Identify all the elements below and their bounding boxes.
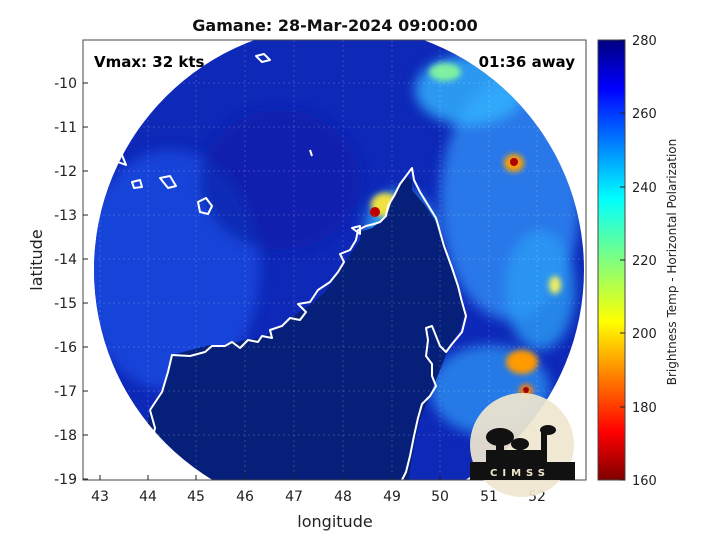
map-axes-frame: [82, 39, 587, 481]
colorbar-tick-label: 260: [632, 107, 657, 122]
x-axis-label: longitude: [297, 512, 372, 531]
y-tick-label: -16: [54, 340, 77, 356]
colorbar: 280 260 240 220 200 180 160 Brightness T…: [597, 34, 679, 489]
coastline-mozambique-africa: [149, 409, 163, 480]
colorbar-tick-label: 280: [632, 34, 657, 49]
swath-east-band: [505, 230, 575, 350]
y-axis-label: latitude: [27, 229, 46, 290]
y-tick-marks: [83, 82, 88, 480]
y-tick-label: -18: [54, 428, 77, 444]
map-title: Gamane: 28-Mar-2024 09:00:00: [192, 16, 477, 35]
y-tick-label: -12: [54, 164, 77, 180]
coastline-island-4: [197, 197, 213, 215]
y-axis: -10 -11 -12 -13 -14 -15 -16 -17 -18 -19 …: [27, 76, 88, 488]
coastline-island-3: [159, 175, 177, 189]
x-tick-label: 44: [139, 489, 157, 505]
land-madagascar-cold: [130, 175, 465, 480]
radiometer-swath: [94, 40, 584, 480]
cell-se-red: [523, 387, 529, 393]
coastline-island-2: [131, 179, 143, 189]
gridlines: [83, 40, 586, 480]
cell-east-yellow: [549, 276, 561, 294]
colorbar-tick-marks: [620, 39, 625, 481]
cell-ne-cyan: [429, 63, 461, 81]
coastline-madagascar-north: [149, 167, 467, 480]
x-tick-label: 49: [383, 489, 401, 505]
y-tick-label: -13: [54, 208, 77, 224]
vmax-annotation: Vmax: 32 kts: [94, 53, 204, 71]
coastline-island-5: [255, 53, 271, 63]
x-tick-label: 45: [187, 489, 205, 505]
coastline-island-6: [351, 225, 361, 235]
cimss-logo-ground: [470, 462, 575, 480]
colorbar-label: Brightness Temp - Horizontal Polarizatio…: [665, 139, 679, 386]
y-tick-label: -14: [54, 252, 77, 268]
coastlines: [113, 53, 467, 480]
x-tick-label: 47: [285, 489, 303, 505]
x-tick-label: 46: [236, 489, 254, 505]
x-axis: 43 44 45 46 47 48 49 50 51 52 longitude: [91, 475, 546, 531]
x-tick-label: 51: [480, 489, 498, 505]
colorbar-tick-label: 180: [632, 401, 657, 416]
cimss-logo-silhouette: [486, 425, 556, 462]
colorbar-tick-label: 200: [632, 327, 657, 342]
cimss-logo: CIMSS: [470, 393, 575, 497]
y-tick-label: -11: [54, 120, 77, 136]
y-tick-label: -19: [54, 472, 77, 488]
colorbar-tick-label: 160: [632, 474, 657, 489]
coastline-island-1: [113, 142, 127, 166]
y-tick-label: -17: [54, 384, 77, 400]
x-tick-label: 48: [334, 489, 352, 505]
colorbar-tick-label: 220: [632, 254, 657, 269]
cell-coast-red: [370, 207, 380, 217]
colorbar-tick-label: 240: [632, 181, 657, 196]
swath-central: [200, 110, 360, 250]
cell-east-red: [510, 158, 518, 166]
time-away-annotation: 01:36 away: [479, 53, 576, 71]
cell-se-orange: [506, 350, 538, 374]
y-tick-label: -15: [54, 296, 77, 312]
y-tick-label: -10: [54, 76, 77, 92]
x-tick-label: 43: [91, 489, 109, 505]
x-tick-label: 50: [431, 489, 449, 505]
cimss-logo-text: CIMSS: [490, 468, 550, 479]
coastline-island-7: [309, 149, 313, 157]
